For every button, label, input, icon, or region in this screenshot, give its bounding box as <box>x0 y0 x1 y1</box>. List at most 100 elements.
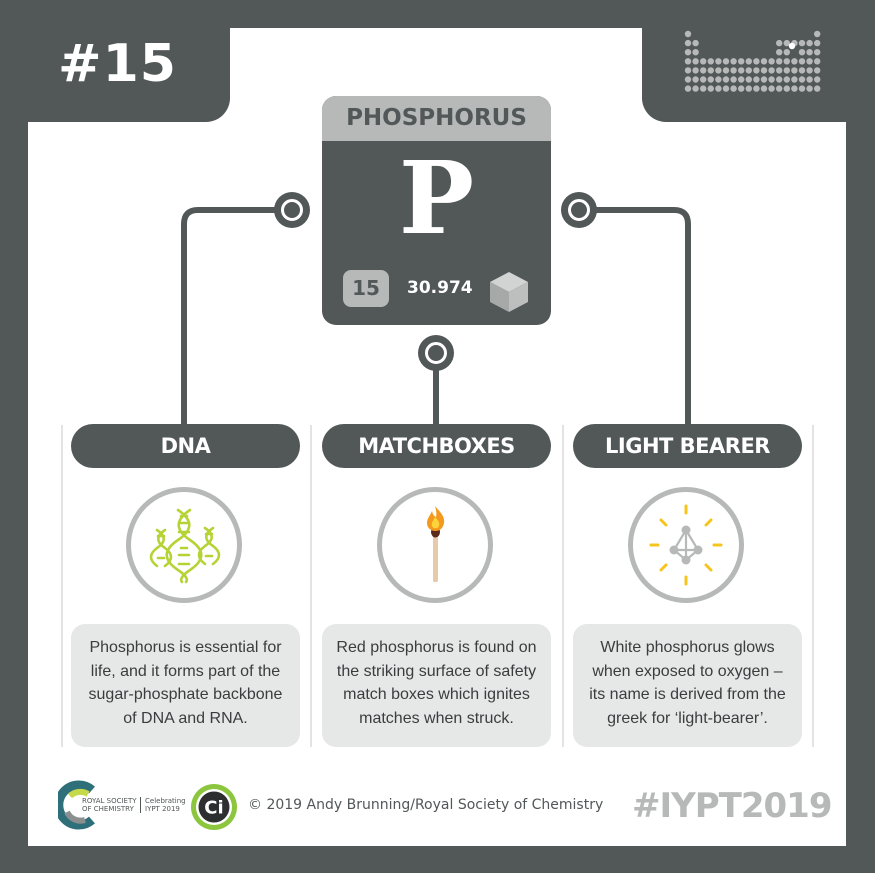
periodic-table-dot <box>798 67 806 74</box>
periodic-table-dot <box>760 58 768 65</box>
periodic-table-dot <box>722 85 730 92</box>
periodic-table-dot <box>798 76 806 83</box>
periodic-table-dot <box>783 49 790 56</box>
column-divider <box>310 425 312 747</box>
column-divider <box>812 425 814 747</box>
periodic-table-dot <box>692 76 699 83</box>
periodic-table-dot <box>783 85 790 92</box>
periodic-table-dot <box>700 76 707 83</box>
phosphorus-position-dot <box>788 42 796 50</box>
periodic-table-dot <box>730 58 737 65</box>
use-description-matchboxes: Red phosphorus is found on the striking … <box>322 624 551 747</box>
periodic-table-dot <box>814 85 821 92</box>
periodic-table-dot <box>684 76 692 83</box>
periodic-table-dot <box>760 85 768 92</box>
lit-match-icon <box>377 487 493 603</box>
periodic-table-dot <box>684 85 692 92</box>
element-name: PHOSPHORUS <box>322 96 551 141</box>
periodic-table-dot <box>814 39 821 47</box>
atomic-mass: 30.974 <box>407 278 473 298</box>
periodic-table-dot <box>730 67 737 74</box>
periodic-table-dot <box>776 85 783 92</box>
rsc-logo-icon <box>58 780 95 830</box>
periodic-table-dot <box>715 85 722 92</box>
periodic-table-dot <box>768 67 775 74</box>
periodic-table-dot <box>684 49 692 56</box>
connector-node-right <box>561 192 597 228</box>
periodic-table-dot <box>798 85 806 92</box>
element-number-tag: #15 <box>58 34 177 94</box>
periodic-table-dot <box>707 76 714 83</box>
periodic-table-dot <box>806 76 813 83</box>
periodic-table-dot <box>798 39 806 47</box>
periodic-table-dot <box>776 76 783 83</box>
periodic-table-dot <box>753 58 760 65</box>
periodic-table-dot <box>715 58 722 65</box>
periodic-table-dot <box>745 85 752 92</box>
periodic-table-dot <box>700 58 707 65</box>
periodic-table-dot <box>745 58 752 65</box>
periodic-table-dot <box>783 67 790 74</box>
ci-logo-icon: Ci <box>191 784 237 830</box>
periodic-table-dot <box>722 76 730 83</box>
periodic-table-dot <box>768 85 775 92</box>
periodic-table-dot <box>791 58 798 65</box>
use-description-dna: Phosphorus is essential for life, and it… <box>71 624 300 747</box>
periodic-table-dot <box>684 67 692 74</box>
periodic-table-dot <box>715 67 722 74</box>
periodic-table-dot <box>791 67 798 74</box>
use-heading-light-bearer: LIGHT BEARER <box>573 424 802 468</box>
periodic-table-dot <box>700 67 707 74</box>
periodic-table-dot <box>806 58 813 65</box>
atomic-number: 15 <box>343 270 389 307</box>
use-heading-matchboxes: MATCHBOXES <box>322 424 551 468</box>
periodic-table-dot <box>814 76 821 83</box>
periodic-table-dot <box>684 39 692 47</box>
periodic-table-dot <box>760 67 768 74</box>
periodic-table-dot <box>783 39 790 47</box>
periodic-table-dot <box>760 76 768 83</box>
periodic-table-dot <box>783 58 790 65</box>
periodic-table-dot <box>707 85 714 92</box>
periodic-table-dot <box>753 85 760 92</box>
periodic-table-dot <box>776 49 783 56</box>
glowing-molecule-icon <box>628 487 744 603</box>
periodic-table-dot <box>814 67 821 74</box>
periodic-table-dot <box>700 85 707 92</box>
periodic-table-dot <box>814 58 821 65</box>
periodic-table-dot <box>753 76 760 83</box>
periodic-table-dot <box>768 76 775 83</box>
rsc-logo-text: ROYAL SOCIETY OF CHEMISTRY <box>82 797 137 813</box>
dna-helix-icon <box>126 487 242 603</box>
periodic-table-dot <box>684 58 692 65</box>
periodic-table-dot <box>806 39 813 47</box>
element-symbol: P <box>398 139 475 257</box>
periodic-table-dot <box>814 49 821 56</box>
periodic-table-dot <box>722 67 730 74</box>
periodic-table-dot <box>798 58 806 65</box>
periodic-table-dot <box>692 85 699 92</box>
column-divider <box>562 425 564 747</box>
connector-node-left <box>274 192 310 228</box>
periodic-table-dot <box>738 76 745 83</box>
periodic-table-dot <box>745 76 752 83</box>
svg-text:Ci: Ci <box>204 798 223 819</box>
periodic-table-dot <box>814 30 821 38</box>
periodic-table-dot <box>684 30 692 38</box>
periodic-table-dot <box>692 49 699 56</box>
periodic-table-dot <box>768 58 775 65</box>
iypt-hashtag: #IYPT2019 <box>632 786 832 826</box>
solid-state-cube-icon <box>490 272 528 312</box>
periodic-table-dot <box>783 76 790 83</box>
number-tab <box>28 28 230 122</box>
periodic-table-dot <box>730 76 737 83</box>
periodic-table-dot <box>707 67 714 74</box>
use-heading-dna: DNA <box>71 424 300 468</box>
periodic-table-dot <box>798 49 806 56</box>
periodic-table-dot <box>776 58 783 65</box>
connector-node-center <box>418 335 454 371</box>
periodic-table-dot <box>806 49 813 56</box>
periodic-table-dot <box>776 67 783 74</box>
